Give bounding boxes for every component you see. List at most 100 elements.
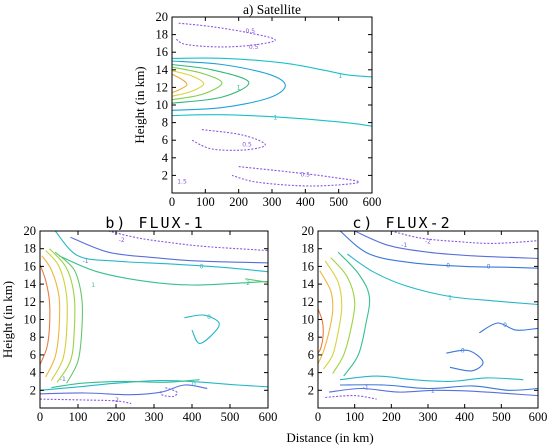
y-tick-label: 18 (24, 242, 37, 256)
x-tick-label: 0 (37, 410, 43, 424)
x-tick-label: 400 (183, 410, 202, 424)
y-tick-label: 10 (156, 98, 169, 112)
y-tick-label: 20 (24, 224, 37, 238)
y-tick-label: 18 (302, 242, 315, 256)
contour-group: 0.5 0.5 1 1 0.5 0.5 1.5 1 (172, 22, 372, 187)
contour-line (354, 231, 538, 259)
y-tick-label: 6 (30, 348, 36, 362)
y-tick-label: 2 (30, 383, 36, 397)
x-tick-label: 500 (329, 195, 348, 209)
contour-line (339, 375, 524, 382)
contour-line (172, 60, 286, 111)
chart-title: a) Satellite (243, 2, 301, 17)
contour-line (245, 278, 268, 283)
panel-b-flux-1: -2 -1 0 1 -2 0 -1 -2 0 0 100 200 300 400 500 600 2 4 6 8 10 1… (0, 214, 277, 424)
contour-line (40, 398, 132, 405)
contour-label: -2 (113, 397, 119, 404)
contour-label: -1 (60, 376, 66, 383)
contour-line (41, 255, 61, 378)
x-tick-label: 0 (315, 410, 321, 424)
x-tick-label: 100 (345, 410, 364, 424)
contour-label: -2 (119, 237, 125, 244)
y-tick-label: 4 (308, 366, 315, 380)
x-axis-label: Distance (in km) (286, 430, 373, 445)
y-axis-label: Height (in km) (132, 66, 147, 143)
y-tick-label: 8 (30, 330, 36, 344)
contour-label: -1 (83, 258, 89, 265)
contour-label: 0.5 (301, 172, 311, 179)
y-tick-label: 16 (24, 259, 37, 273)
y-tick-label: 6 (308, 348, 314, 362)
contour-line (40, 384, 208, 396)
y-tick-label: 6 (162, 133, 168, 147)
contour-line (54, 251, 84, 384)
contour-line (231, 166, 360, 187)
contour-line (45, 250, 68, 381)
x-tick-label: 400 (455, 410, 474, 424)
y-tick-label: 20 (156, 10, 169, 24)
contour-line (51, 379, 200, 389)
chart-title: b) FLUX-1 (105, 214, 204, 232)
x-tick-label: 0 (169, 195, 175, 209)
y-tick-label: 20 (302, 224, 315, 238)
y-tick-label: 12 (156, 80, 169, 94)
contour-group: -2 -1 0 1 -2 0 -1 -2 0 (40, 231, 268, 405)
contour-label: 1 (448, 294, 452, 301)
x-tick-label: 300 (263, 195, 282, 209)
contour-label: -1 (363, 385, 369, 392)
contour-label: -1 (429, 387, 435, 394)
y-tick-label: 14 (302, 277, 315, 291)
contour-line (323, 260, 343, 370)
y-tick-label: 10 (302, 313, 315, 327)
y-tick-label: 18 (156, 28, 169, 42)
contour-label: -2 (244, 280, 250, 287)
contour-line (339, 384, 538, 391)
contour-line (446, 349, 484, 372)
contour-label: 0 (200, 263, 204, 270)
x-tick-label: 300 (419, 410, 438, 424)
x-tick-label: 400 (296, 195, 315, 209)
y-tick-label: 4 (162, 151, 169, 165)
contour-line (325, 395, 377, 400)
x-tick-label: 200 (229, 195, 248, 209)
y-tick-label: 16 (302, 259, 315, 273)
contour-line (58, 255, 268, 286)
contour-line (337, 251, 371, 377)
contour-label: 0 (503, 322, 507, 329)
y-tick-label: 8 (162, 116, 168, 130)
y-tick-label: 2 (308, 383, 314, 397)
x-tick-label: 500 (221, 410, 240, 424)
contour-label: -2 (425, 239, 431, 246)
x-tick-label: 100 (196, 195, 215, 209)
contour-line (54, 231, 268, 273)
x-tick-label: 600 (259, 410, 278, 424)
y-tick-label: 10 (24, 313, 37, 327)
x-tick-label: 200 (382, 410, 401, 424)
contour-label: 1 (338, 73, 342, 80)
contour-line (172, 57, 372, 78)
x-tick-label: 200 (107, 410, 126, 424)
contour-line (40, 380, 268, 391)
x-tick-label: 100 (69, 410, 88, 424)
contour-line (339, 231, 538, 269)
contour-label: 1 (91, 282, 95, 289)
contour-line (172, 73, 188, 94)
contour-line (328, 387, 538, 397)
plot-frame (171, 16, 373, 194)
contour-line (318, 270, 334, 365)
x-tick-label: 600 (529, 410, 548, 424)
contour-line (160, 387, 178, 398)
contour-label: 1 (273, 114, 277, 121)
contour-label: 0 (207, 314, 211, 321)
y-tick-label: 2 (162, 168, 168, 182)
y-tick-label: 8 (308, 330, 314, 344)
contour-line (172, 114, 372, 127)
y-tick-label: 16 (156, 45, 169, 59)
contour-line (40, 264, 51, 365)
x-tick-label: 600 (363, 195, 382, 209)
contour-label: 0.5 (249, 44, 259, 51)
contour-group: -1 -2 0 0 1 0 0 -1 -1 (318, 231, 538, 400)
contour-label: 0 (461, 347, 465, 354)
